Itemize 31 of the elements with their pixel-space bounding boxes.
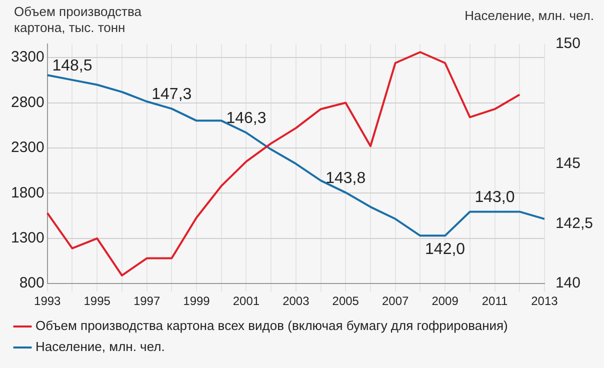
x-tick-label: 2001 [232, 294, 260, 308]
legend-label: Население, млн. чел. [36, 339, 165, 354]
x-tick-label: 2011 [482, 294, 508, 308]
x-tick-label: 1993 [34, 294, 62, 308]
y2-tick-label: 140 [555, 274, 580, 292]
y-tick-label: 2800 [10, 94, 44, 111]
y2-tick-label: 142,5 [555, 214, 594, 232]
data-label: 148,5 [52, 57, 92, 74]
data-label: 143,8 [326, 170, 366, 187]
data-label: 146,3 [226, 110, 266, 128]
y2-tick-label: 145 [555, 154, 580, 172]
y-axis-title: Объем производства картона, тыс. тонн [14, 4, 142, 36]
x-tick-label: 2003 [282, 294, 310, 308]
y-tick-label: 2300 [10, 139, 44, 156]
data-label: 147,3 [152, 86, 192, 104]
y2-tick-label: 150 [555, 35, 580, 52]
y-tick-label: 1800 [10, 184, 44, 202]
x-tick-label: 2005 [332, 294, 360, 308]
y-tick-label: 3300 [10, 48, 44, 66]
y2-axis-title: Население, млн. чел. [464, 8, 594, 23]
x-tick-label: 1995 [84, 294, 111, 308]
x-tick-label: 1997 [133, 294, 160, 308]
legend-label: Объем производства картона всех видов (включая бумагу для гофрирования) [36, 318, 508, 334]
data-label: 142,0 [425, 241, 466, 258]
y-tick-label: 1300 [10, 230, 44, 247]
x-tick-label: 2009 [432, 294, 459, 308]
x-tick-label: 2007 [382, 294, 410, 308]
data-label: 143,0 [474, 189, 515, 206]
x-tick-label: 1999 [183, 294, 210, 308]
y-tick-label: 800 [19, 274, 44, 292]
x-tick-label: 2013 [531, 294, 558, 308]
